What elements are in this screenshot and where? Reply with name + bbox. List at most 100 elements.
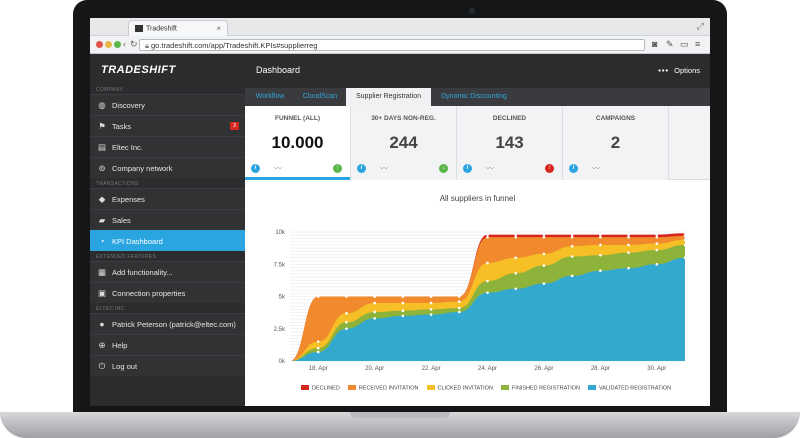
options-button[interactable]: ••• Options xyxy=(658,66,700,75)
tab-bar: Workflow CloudScan Supplier Registration… xyxy=(245,88,710,106)
y-tick-label: 5k xyxy=(279,295,286,301)
lock-icon: 🔒︎ xyxy=(145,41,149,50)
wrench-icon[interactable]: ✎ xyxy=(666,39,674,49)
active-indicator xyxy=(245,177,350,180)
tradeshift-logo[interactable]: TRADESHIFT xyxy=(101,64,176,76)
sidebar-item-kpi-dashboard[interactable]: ◔ KPI Dashboard xyxy=(90,230,245,251)
legend-item[interactable]: FINISHED REGISTRATION xyxy=(500,385,580,392)
data-point xyxy=(316,346,320,350)
menu-icon[interactable]: ≡ xyxy=(695,39,701,49)
data-point xyxy=(401,301,405,305)
info-icon[interactable]: i xyxy=(357,164,366,173)
tag-icon: ◆ xyxy=(98,194,106,204)
sparkline-icon[interactable]: 〰 xyxy=(592,164,600,173)
tab-cloudscan[interactable]: CloudScan xyxy=(302,93,338,100)
reload-icon[interactable]: ↻ xyxy=(130,39,138,49)
sidebar-item-eltec[interactable]: ▤ Eltec Inc. xyxy=(90,136,245,157)
data-point xyxy=(429,301,433,305)
x-tick-label: 30. Apr xyxy=(647,366,666,372)
sidebar-item-label: Company network xyxy=(112,164,173,173)
x-tick-label: 22. Apr xyxy=(422,366,441,372)
page-title: Dashboard xyxy=(256,65,301,75)
data-point xyxy=(514,235,518,239)
sidebar-item-help[interactable]: ⊕ Help xyxy=(90,334,245,355)
sidebar-item-discovery[interactable]: ◍ Discovery xyxy=(90,94,245,115)
pocket-icon[interactable]: ◙ xyxy=(652,39,658,49)
back-arrow-icon[interactable]: ‹ xyxy=(123,39,126,49)
data-point xyxy=(373,295,376,298)
data-point xyxy=(486,261,489,265)
sparkline-icon[interactable]: 〰 xyxy=(380,164,388,173)
kpi-declined[interactable]: DECLINED 143 i 〰 ↑ xyxy=(457,106,563,180)
sparkline-icon[interactable]: 〰 xyxy=(486,164,494,173)
kpi-value: 143 xyxy=(495,133,524,152)
screen: Tradeshift × ⤢ ‹ ↻ 🔒︎ go.tradeshift.com/a… xyxy=(90,18,710,406)
sidebar-item-user[interactable]: ● Patrick Peterson (patrick@eltec.com) xyxy=(90,313,245,334)
kpi-funnel[interactable]: FUNNEL (ALL) 10.000 i 〰 ↑ xyxy=(245,106,351,180)
screenshot-icon[interactable]: ▭ xyxy=(680,39,689,49)
sidebar-item-add-functionality[interactable]: ▦ Add functionality... xyxy=(90,261,245,282)
legend-item[interactable]: VALIDATED REGISTRATION xyxy=(587,385,672,392)
sparkline-icon[interactable]: 〰 xyxy=(274,164,282,173)
data-point xyxy=(401,314,405,318)
y-tick-label: 0k xyxy=(279,359,286,365)
kpi-campaigns[interactable]: CAMPAIGNS 2 i 〰 xyxy=(563,106,669,180)
sidebar-item-logout[interactable]: ⏻ Log out xyxy=(90,355,245,376)
data-point xyxy=(570,255,574,258)
close-tab-icon[interactable]: × xyxy=(216,24,221,33)
data-point xyxy=(457,306,461,310)
info-icon[interactable]: i xyxy=(463,164,472,173)
sidebar-item-label: Help xyxy=(112,341,128,350)
sidebar-item-company-network[interactable]: ⊚ Company network xyxy=(90,157,245,178)
legend-label: VALIDATED REGISTRATION xyxy=(598,385,672,392)
section-extended: EXTENDED FEATURES xyxy=(96,254,157,260)
legend-item[interactable]: DECLINED xyxy=(301,385,340,392)
kpi-label: DECLINED xyxy=(492,115,527,122)
data-point xyxy=(570,244,574,248)
address-bar[interactable]: 🔒︎ go.tradeshift.com/app/Tradeshift.KPIs#… xyxy=(139,39,645,51)
legend-item[interactable]: CLICKED INVITATION xyxy=(426,385,493,392)
data-point xyxy=(457,310,461,314)
laptop-notch xyxy=(350,412,450,418)
tab-dynamic-discounting[interactable]: Dynamic Discounting xyxy=(441,93,507,100)
data-point xyxy=(457,295,461,298)
data-point xyxy=(655,235,659,239)
window-close-button[interactable] xyxy=(96,41,103,48)
kpi-label: CAMPAIGNS xyxy=(595,115,636,122)
fullscreen-icon[interactable]: ⤢ xyxy=(696,21,704,31)
kpi-value: 10.000 xyxy=(271,133,324,152)
kpi-30-days-non-reg[interactable]: 30+ DAYS NON-REG. 244 i 〰 ↓ xyxy=(351,106,457,180)
plug-icon: ▣ xyxy=(97,288,107,298)
sidebar-item-label: Eltec Inc. xyxy=(112,143,143,152)
sidebar-item-connection-properties[interactable]: ▣ Connection properties xyxy=(90,282,245,303)
legend-item[interactable]: RECEIVED INVITATION xyxy=(347,385,419,392)
kpi-value: 244 xyxy=(389,133,418,152)
data-point xyxy=(655,242,659,245)
browser-tab-title: Tradeshift xyxy=(146,25,177,33)
data-point xyxy=(514,271,518,275)
info-icon[interactable]: i xyxy=(569,164,578,173)
info-icon[interactable]: i xyxy=(251,164,260,173)
sidebar-item-sales[interactable]: ▰ Sales xyxy=(90,209,245,230)
tab-supplier-registration[interactable]: Supplier Registration xyxy=(346,88,431,106)
sidebar-item-expenses[interactable]: ◆ Expenses xyxy=(90,188,245,209)
tab-workflow[interactable]: Workflow xyxy=(255,93,285,100)
sidebar-item-label: Expenses xyxy=(112,195,145,204)
legend-label: FINISHED REGISTRATION xyxy=(511,385,580,392)
data-point xyxy=(429,295,433,298)
data-point xyxy=(627,235,630,239)
sidebar-item-label: Discovery xyxy=(112,101,145,110)
sidebar: TRADESHIFT COMPANY ◍ Discovery ⚑ Tasks 3… xyxy=(90,54,245,406)
window-maximize-button[interactable] xyxy=(114,41,121,48)
truck-icon: ▰ xyxy=(98,215,106,225)
section-eltec: ELTEC INC. xyxy=(96,306,127,312)
legend-swatch xyxy=(587,385,596,390)
flag-icon: ⚑ xyxy=(98,121,106,131)
window-minimize-button[interactable] xyxy=(105,41,112,48)
sidebar-item-tasks[interactable]: ⚑ Tasks 3 xyxy=(90,115,245,136)
data-point xyxy=(373,317,376,320)
data-point xyxy=(655,262,659,266)
browser-tab[interactable]: Tradeshift × xyxy=(128,20,228,36)
x-tick-label: 24. Apr xyxy=(478,366,497,372)
